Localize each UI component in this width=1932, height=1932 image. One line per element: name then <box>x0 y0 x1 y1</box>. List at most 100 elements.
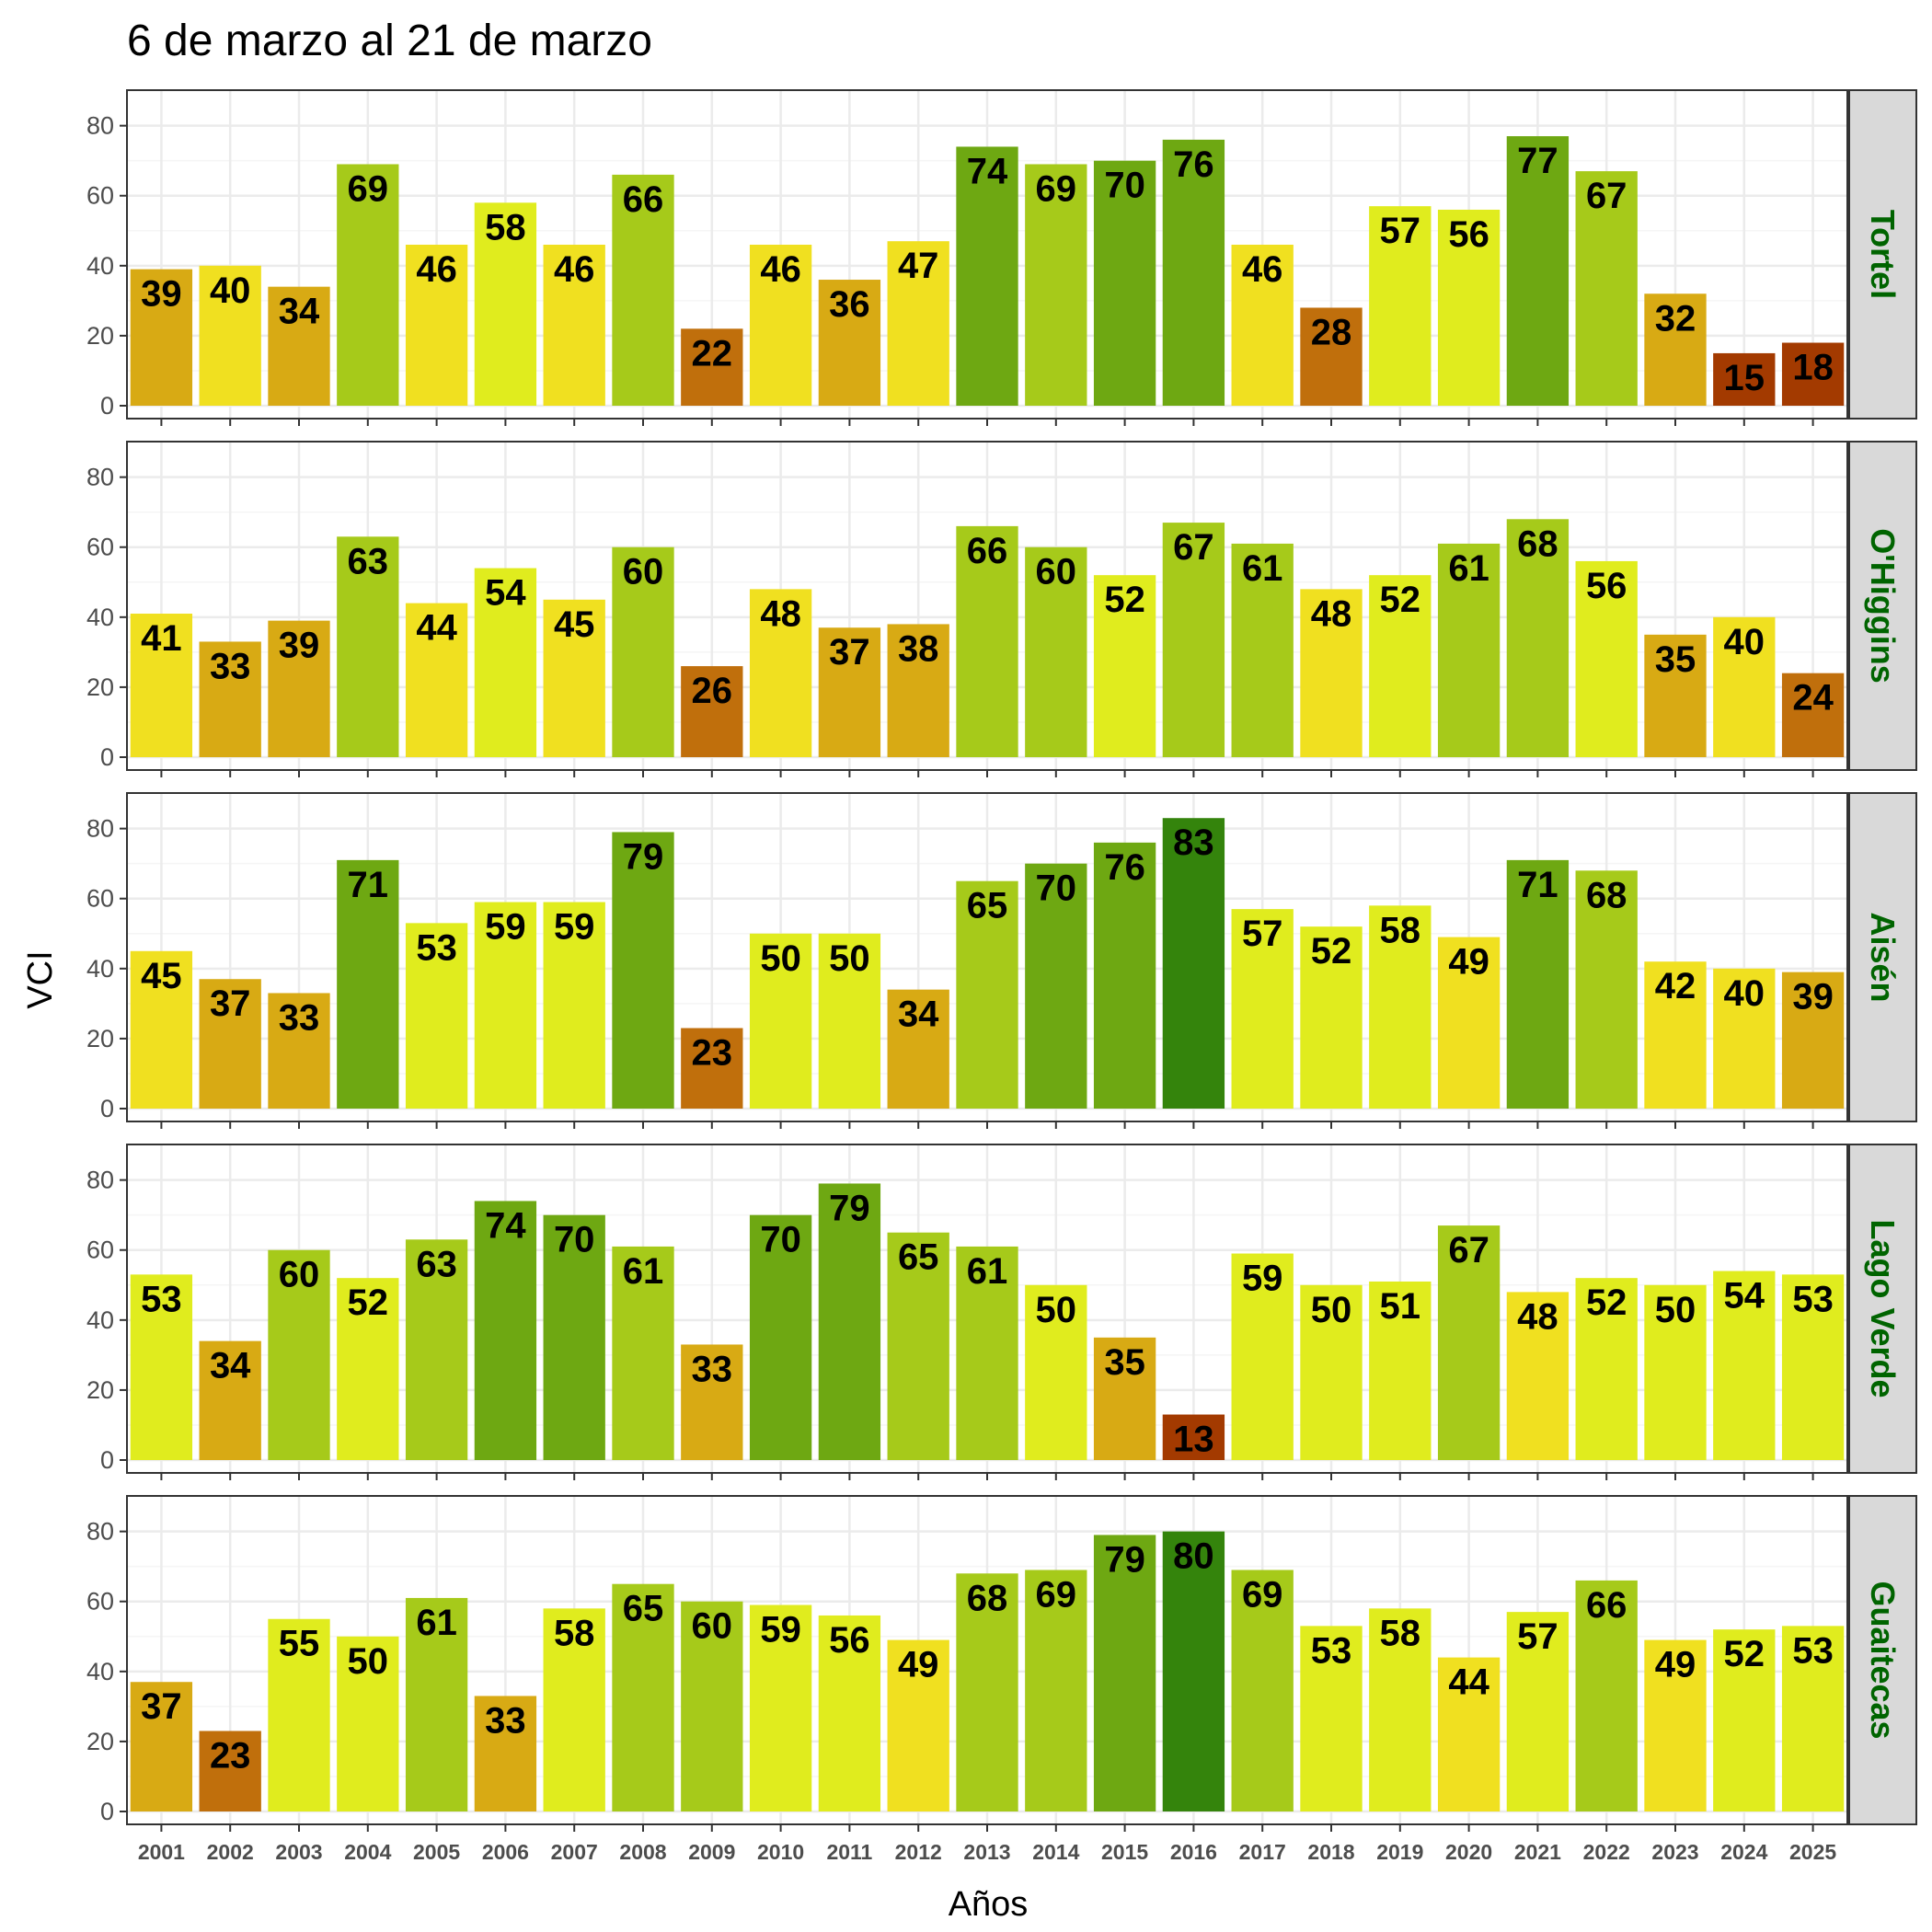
x-tick-label: 2004 <box>344 1840 391 1864</box>
bar-aisen-2015 <box>1093 842 1156 1109</box>
bar-guaitecas-2022 <box>1575 1580 1638 1811</box>
bar-aisen-2017 <box>1231 909 1294 1109</box>
y-tick-label: 40 <box>86 252 114 280</box>
bar-o-higgins-2011 <box>818 627 881 757</box>
x-tick-label: 2018 <box>1307 1840 1354 1864</box>
bar-aisen-2013 <box>956 880 1018 1109</box>
bar-aisen-2022 <box>1575 870 1638 1109</box>
value-label: 74 <box>485 1205 526 1246</box>
bar-aisen-2014 <box>1025 863 1087 1109</box>
bar-aisen-2025 <box>1781 972 1845 1109</box>
y-tick-label: 0 <box>100 392 114 420</box>
value-label: 59 <box>485 907 526 948</box>
value-label: 34 <box>898 995 939 1035</box>
x-tick-label: 2014 <box>1032 1840 1079 1864</box>
bar-o-higgins-2009 <box>681 666 743 757</box>
bar-tortel-2010 <box>749 244 812 406</box>
bar-guaitecas-2004 <box>337 1636 399 1811</box>
facet-strip <box>1848 89 1917 420</box>
value-label: 67 <box>1173 527 1214 568</box>
y-tick-label: 40 <box>86 955 114 983</box>
bar-guaitecas-2010 <box>749 1604 812 1811</box>
bar-lago-verde-2020 <box>1437 1225 1501 1460</box>
bar-o-higgins-2018 <box>1300 589 1363 757</box>
bar-tortel-2018 <box>1300 307 1363 406</box>
value-label: 69 <box>1036 168 1077 209</box>
value-label: 46 <box>760 249 801 290</box>
bar-tortel-2005 <box>405 244 468 406</box>
value-label: 54 <box>1724 1276 1765 1317</box>
value-label: 58 <box>485 207 526 247</box>
bar-o-higgins-2015 <box>1093 575 1156 757</box>
x-tick-label: 2007 <box>551 1840 598 1864</box>
bar-aisen-2009 <box>681 1028 743 1109</box>
facet-label-lago-verde: Lago Verde <box>1864 1219 1902 1397</box>
bar-guaitecas-2016 <box>1162 1531 1225 1811</box>
bar-aisen-2008 <box>612 832 674 1109</box>
value-label: 50 <box>1655 1290 1696 1330</box>
value-label: 45 <box>141 956 182 996</box>
value-label: 57 <box>1242 914 1283 954</box>
bar-aisen-2024 <box>1713 968 1776 1109</box>
bar-guaitecas-2007 <box>543 1608 605 1811</box>
value-label: 68 <box>1586 875 1627 915</box>
value-label: 23 <box>210 1735 251 1776</box>
bar-guaitecas-2013 <box>956 1573 1018 1811</box>
value-label: 66 <box>967 531 1008 571</box>
value-label: 52 <box>1724 1634 1765 1674</box>
value-label: 50 <box>1036 1290 1077 1330</box>
bar-aisen-2016 <box>1162 818 1225 1109</box>
x-tick-label: 2017 <box>1239 1840 1286 1864</box>
bar-tortel-2011 <box>818 280 881 406</box>
value-label: 48 <box>1311 593 1352 634</box>
value-label: 23 <box>692 1032 733 1073</box>
value-label: 65 <box>898 1237 939 1278</box>
bar-tortel-2003 <box>268 286 330 406</box>
value-label: 44 <box>1448 1662 1489 1703</box>
value-label: 51 <box>1380 1286 1421 1327</box>
value-label: 71 <box>1517 865 1558 905</box>
bar-o-higgins-2020 <box>1437 543 1501 757</box>
value-label: 39 <box>279 626 320 666</box>
value-label: 76 <box>1104 847 1145 888</box>
value-label: 79 <box>1104 1539 1145 1580</box>
x-tick-label: 2015 <box>1101 1840 1148 1864</box>
value-label: 52 <box>348 1282 389 1323</box>
x-tick-label: 2025 <box>1789 1840 1836 1864</box>
y-tick-label: 20 <box>86 673 114 701</box>
bar-tortel-2014 <box>1025 164 1087 406</box>
value-label: 40 <box>1724 622 1765 662</box>
y-tick-label: 60 <box>86 534 114 561</box>
value-label: 58 <box>1380 910 1421 950</box>
bar-tortel-2004 <box>337 164 399 406</box>
bar-tortel-2025 <box>1781 342 1845 406</box>
bar-guaitecas-2018 <box>1300 1626 1363 1811</box>
value-label: 42 <box>1655 966 1696 1006</box>
bar-o-higgins-2016 <box>1162 523 1225 757</box>
bar-lago-verde-2021 <box>1506 1292 1570 1460</box>
panel-o-higgins: 41 33 39 63 44 54 45 60 26 48 37 38 66 60 52 67 61 48 52 61… <box>86 441 1917 777</box>
bar-aisen-2011 <box>818 933 881 1109</box>
bar-tortel-2013 <box>956 146 1018 406</box>
value-label: 79 <box>623 836 664 877</box>
value-label: 49 <box>898 1645 939 1685</box>
value-label: 77 <box>1517 141 1558 181</box>
x-axis: 2001 2002 2003 2004 2005 2006 2007 2008 2009 2010… <box>138 1840 1837 1864</box>
bar-tortel-2008 <box>612 174 674 406</box>
bar-lago-verde-2017 <box>1231 1253 1294 1460</box>
value-label: 68 <box>967 1578 1008 1618</box>
value-label: 61 <box>416 1603 457 1643</box>
facet-label-guaitecas: Guaitecas <box>1864 1581 1902 1739</box>
bar-lago-verde-2013 <box>956 1246 1018 1460</box>
bar-aisen-2007 <box>543 902 605 1109</box>
value-label: 54 <box>485 573 526 614</box>
value-label: 53 <box>416 927 457 968</box>
value-label: 69 <box>1036 1574 1077 1615</box>
value-label: 34 <box>279 292 320 332</box>
bar-o-higgins-2023 <box>1644 634 1707 757</box>
bar-o-higgins-2024 <box>1713 616 1776 757</box>
bar-lago-verde-2024 <box>1713 1271 1776 1460</box>
bar-o-higgins-2014 <box>1025 546 1087 757</box>
value-label: 15 <box>1724 358 1765 398</box>
value-label: 60 <box>623 552 664 592</box>
